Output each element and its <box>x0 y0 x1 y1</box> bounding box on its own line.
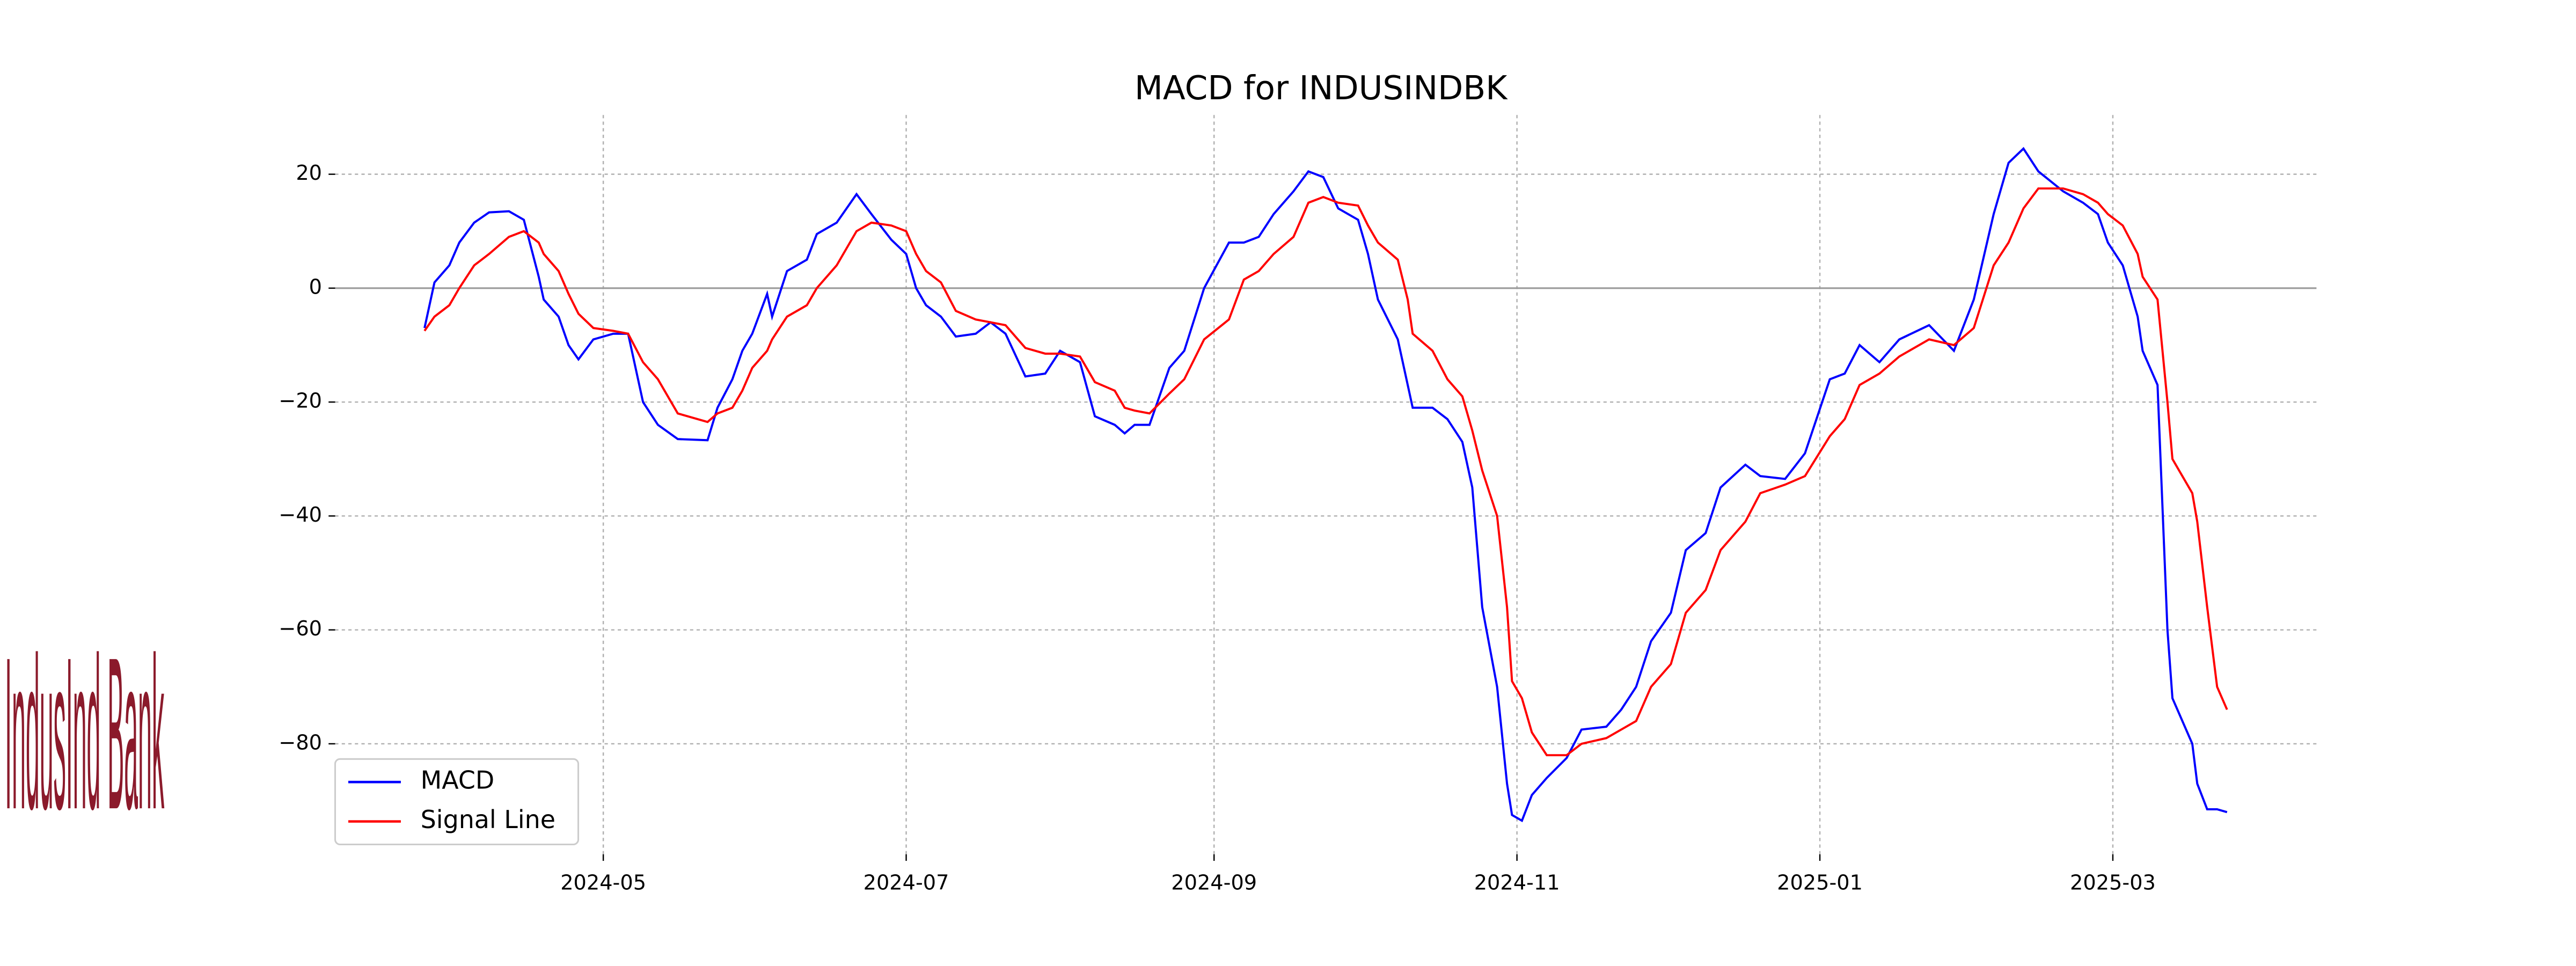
legend-label: Signal Line <box>421 805 555 834</box>
legend-box <box>334 758 580 845</box>
y-tick-label: 20 <box>296 161 322 185</box>
y-tick-label: 0 <box>309 275 322 299</box>
y-tick-label: −60 <box>279 617 322 641</box>
y-tick-label: −80 <box>279 730 322 755</box>
line-series <box>423 147 2228 823</box>
y-tick-label: −20 <box>279 389 322 413</box>
x-tick-label: 2025-01 <box>1777 870 1863 895</box>
logo: IndusInd Bank <box>5 613 165 855</box>
legend-label: MACD <box>421 766 495 795</box>
line-series <box>423 187 2228 757</box>
x-tick-label: 2024-07 <box>863 870 949 895</box>
x-tick-label: 2025-03 <box>2070 870 2156 895</box>
x-tick-label: 2024-11 <box>1474 870 1560 895</box>
y-tick-label: −40 <box>279 503 322 527</box>
x-tick-label: 2024-05 <box>560 870 646 895</box>
x-tick-label: 2024-09 <box>1171 870 1257 895</box>
chart-title: MACD for INDUSINDBK <box>1135 69 1508 107</box>
